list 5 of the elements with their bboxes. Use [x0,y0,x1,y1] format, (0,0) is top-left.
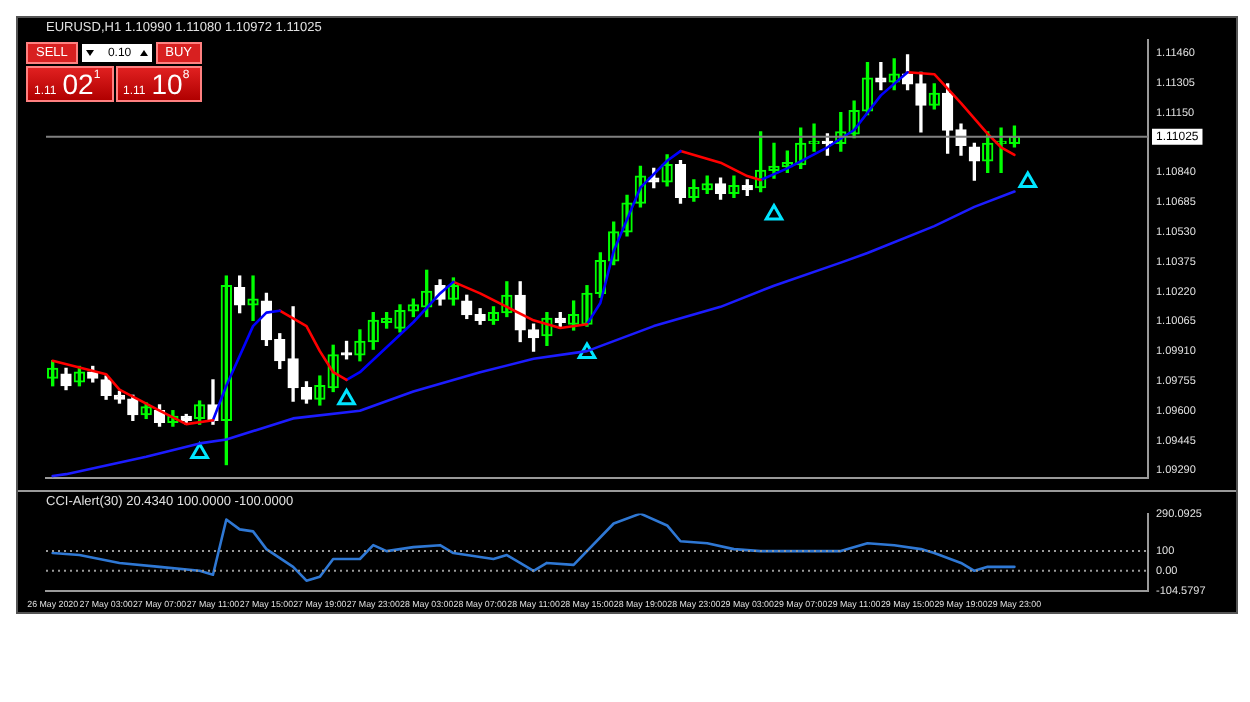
point [337,388,356,406]
point [577,342,597,360]
point [1018,171,1038,188]
point [764,204,784,221]
point [190,442,209,459]
